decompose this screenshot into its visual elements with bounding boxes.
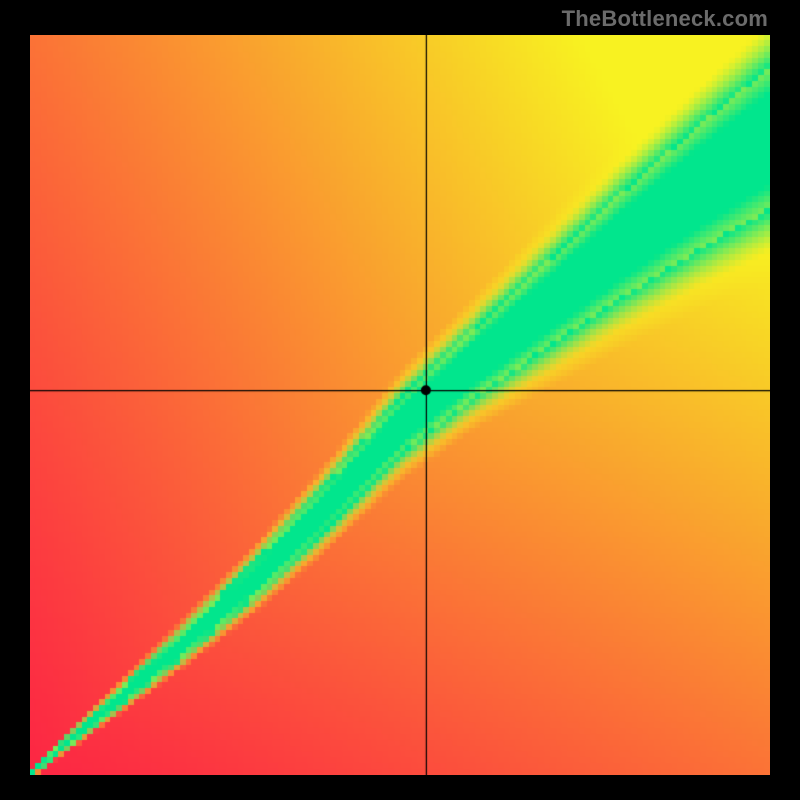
chart-container: TheBottleneck.com [0, 0, 800, 800]
watermark-text: TheBottleneck.com [562, 6, 768, 32]
bottleneck-heatmap [30, 35, 770, 775]
